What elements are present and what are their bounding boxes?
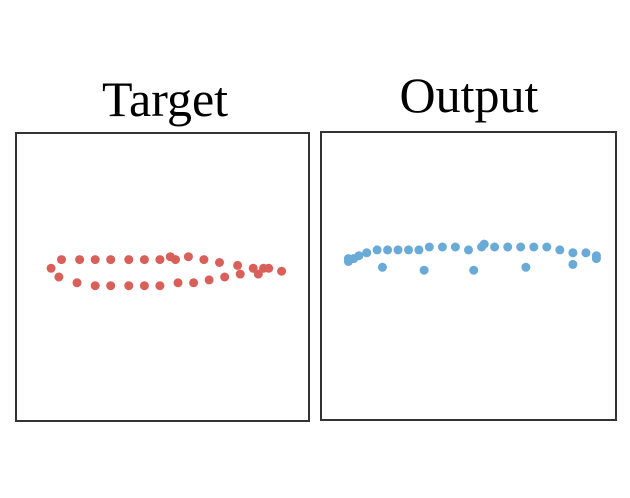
target-scatter-point bbox=[124, 281, 134, 291]
output-scatter-point bbox=[414, 245, 424, 255]
output-scatter-point bbox=[424, 242, 434, 252]
output-scatter-point bbox=[516, 242, 526, 252]
target-scatter-point bbox=[106, 255, 116, 265]
output-scatter-point bbox=[404, 245, 413, 255]
output-plot-frame bbox=[320, 131, 617, 421]
target-panel-title: Target bbox=[101, 71, 229, 127]
target-scatter-point bbox=[90, 281, 100, 291]
output-scatter-point bbox=[343, 257, 353, 266]
target-scatter-point bbox=[90, 255, 100, 265]
target-scatter-point bbox=[155, 281, 165, 291]
target-scatter-point bbox=[248, 263, 258, 273]
target-scatter-plot bbox=[15, 132, 310, 422]
target-scatter-point bbox=[106, 281, 116, 291]
target-scatter-point bbox=[220, 272, 230, 282]
output-scatter-point bbox=[591, 254, 601, 264]
output-scatter-point bbox=[529, 242, 539, 252]
output-scatter-point bbox=[490, 242, 500, 252]
output-scatter-point bbox=[354, 251, 364, 261]
target-scatter-point bbox=[199, 255, 209, 265]
target-scatter-point bbox=[173, 278, 183, 288]
target-scatter-point bbox=[259, 263, 268, 273]
target-scatter-point bbox=[57, 255, 66, 265]
output-scatter-point bbox=[542, 242, 552, 252]
output-scatter-point bbox=[581, 248, 591, 258]
target-scatter-point bbox=[155, 255, 165, 265]
output-scatter-point bbox=[568, 248, 578, 258]
target-scatter-point bbox=[139, 255, 149, 265]
target-scatter-point bbox=[189, 278, 199, 288]
target-scatter-point bbox=[253, 269, 263, 279]
output-scatter-point bbox=[503, 242, 513, 252]
output-scatter-point bbox=[469, 265, 479, 275]
output-scatter-point bbox=[450, 242, 460, 252]
target-scatter-point bbox=[46, 263, 56, 273]
output-scatter-point bbox=[372, 245, 382, 255]
output-scatter-point bbox=[393, 245, 403, 255]
target-scatter-point bbox=[72, 278, 82, 288]
target-scatter-point bbox=[235, 269, 245, 279]
output-scatter-point bbox=[419, 265, 429, 275]
output-scatter-point bbox=[362, 248, 372, 258]
target-scatter-point bbox=[204, 275, 214, 285]
output-scatter-point bbox=[521, 262, 531, 272]
target-scatter-point bbox=[124, 255, 134, 265]
output-scatter-point bbox=[479, 239, 489, 249]
target-scatter-point bbox=[277, 266, 287, 276]
target-scatter-point bbox=[171, 255, 180, 265]
target-scatter-point bbox=[215, 258, 224, 267]
output-scatter-point bbox=[568, 259, 578, 269]
output-scatter-point bbox=[437, 242, 447, 252]
target-scatter-point bbox=[139, 281, 149, 291]
target-scatter-point bbox=[183, 252, 193, 262]
target-scatter-point bbox=[233, 260, 243, 270]
output-scatter-plot bbox=[320, 131, 617, 421]
target-scatter-point bbox=[75, 255, 85, 265]
output-scatter-point bbox=[383, 245, 393, 255]
target-plot-frame bbox=[15, 132, 310, 422]
output-scatter-point bbox=[464, 245, 473, 255]
target-scatter-point bbox=[54, 272, 64, 282]
output-panel-title: Output bbox=[399, 67, 539, 123]
output-scatter-point bbox=[377, 262, 387, 272]
output-scatter-point bbox=[555, 245, 565, 255]
